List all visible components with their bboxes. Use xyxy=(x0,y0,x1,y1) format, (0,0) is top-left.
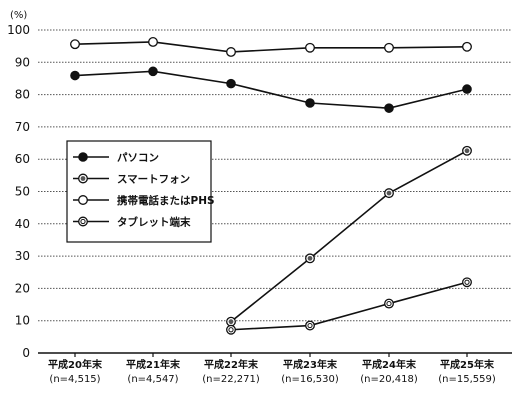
series-0-point xyxy=(70,70,80,81)
marker-outline xyxy=(384,42,394,53)
y-tick-label-100: 100 xyxy=(7,23,30,37)
x-sample-size-label: (n=16,530) xyxy=(281,374,339,385)
series-0-point xyxy=(226,78,236,89)
x-category-label: 平成21年末 xyxy=(126,358,181,371)
marker-center-dot xyxy=(307,255,313,261)
series-0-point xyxy=(305,98,315,108)
marker-outline xyxy=(226,47,236,57)
series-2-point xyxy=(462,41,472,52)
marker-fill xyxy=(70,70,80,81)
marker-outline xyxy=(462,41,472,52)
y-tick-label-90: 90 xyxy=(15,55,30,69)
x-category-label: 平成22年末 xyxy=(204,358,259,371)
series-0-point xyxy=(462,84,472,94)
series-2-point xyxy=(70,39,80,50)
marker-center-dot xyxy=(386,190,392,196)
marker-center-dot xyxy=(80,176,86,181)
marker-fill xyxy=(305,98,315,108)
marker-outline xyxy=(78,195,88,205)
series-3-point xyxy=(462,277,472,288)
series-3-line xyxy=(230,281,468,331)
series-3-point xyxy=(226,324,236,335)
x-sample-size-label: (n=20,418) xyxy=(360,374,418,385)
series-2-line xyxy=(74,41,468,53)
marker-inner-ring xyxy=(307,322,313,329)
legend-marker xyxy=(78,195,88,205)
series-3-point xyxy=(384,298,394,309)
y-tick-label-0: 0 xyxy=(22,346,30,360)
legend-label: スマートフォン xyxy=(117,174,190,186)
legend-label: 携帯電話またはPHS xyxy=(117,194,215,207)
marker-inner-ring xyxy=(464,279,470,285)
series-2-point xyxy=(384,42,394,53)
x-category-label: 平成20年末 xyxy=(48,358,103,371)
y-tick-label-10: 10 xyxy=(15,314,30,328)
series-0-line xyxy=(74,70,468,109)
marker-center-dot xyxy=(464,148,470,154)
y-tick-label-20: 20 xyxy=(15,281,30,295)
marker-outline xyxy=(148,37,158,47)
y-unit-label: (%) xyxy=(10,10,27,21)
marker-outline xyxy=(70,39,80,50)
marker-outline xyxy=(305,42,315,53)
marker-fill xyxy=(78,152,88,162)
y-tick-label-30: 30 xyxy=(15,249,30,263)
series-1-point xyxy=(384,188,394,199)
series-0-point xyxy=(384,103,394,113)
series-2-point xyxy=(148,37,158,47)
series-1-point xyxy=(305,253,315,264)
marker-inner-ring xyxy=(228,327,234,333)
marker-inner-ring xyxy=(386,300,392,307)
legend-marker xyxy=(78,173,88,184)
x-category-label: 平成25年末 xyxy=(440,358,495,371)
y-tick-label-80: 80 xyxy=(15,88,30,102)
marker-center-dot xyxy=(228,319,234,325)
x-sample-size-label: (n=4,547) xyxy=(127,374,178,385)
series-1-point xyxy=(462,145,472,156)
y-tick-label-50: 50 xyxy=(15,185,30,199)
marker-fill xyxy=(226,78,236,89)
series-1-point xyxy=(226,316,236,327)
legend-marker xyxy=(78,216,88,227)
marker-fill xyxy=(462,84,472,94)
series-2-point xyxy=(226,47,236,57)
legend-marker xyxy=(78,152,88,162)
x-sample-size-label: (n=15,559) xyxy=(438,374,496,385)
marker-fill xyxy=(148,66,158,77)
series-lines xyxy=(74,41,468,331)
x-category-label: 平成24年末 xyxy=(362,358,417,371)
legend-label: タブレット端末 xyxy=(117,216,191,229)
y-axis: 0 10 20 30 40 50 60 70 80 90 100 xyxy=(7,23,30,360)
legend-label: パソコン xyxy=(117,152,159,164)
series-3-point xyxy=(305,320,315,331)
series-2-point xyxy=(305,42,315,53)
legend-box xyxy=(66,140,212,243)
series-points xyxy=(70,37,472,335)
x-axis: 平成20年末 (n=4,515) 平成21年末 (n=4,547) 平成22年末 (n=2… xyxy=(38,352,512,385)
y-tick-label-70: 70 xyxy=(15,120,30,134)
x-category-label: 平成23年末 xyxy=(283,358,338,371)
marker-fill xyxy=(384,103,394,113)
series-0-point xyxy=(148,66,158,77)
y-tick-label-60: 60 xyxy=(15,152,30,166)
x-sample-size-label: (n=22,271) xyxy=(202,374,260,385)
series-1-line xyxy=(230,150,468,323)
y-tick-label-40: 40 xyxy=(15,217,30,231)
x-sample-size-label: (n=4,515) xyxy=(49,374,100,385)
marker-inner-ring xyxy=(80,218,86,225)
